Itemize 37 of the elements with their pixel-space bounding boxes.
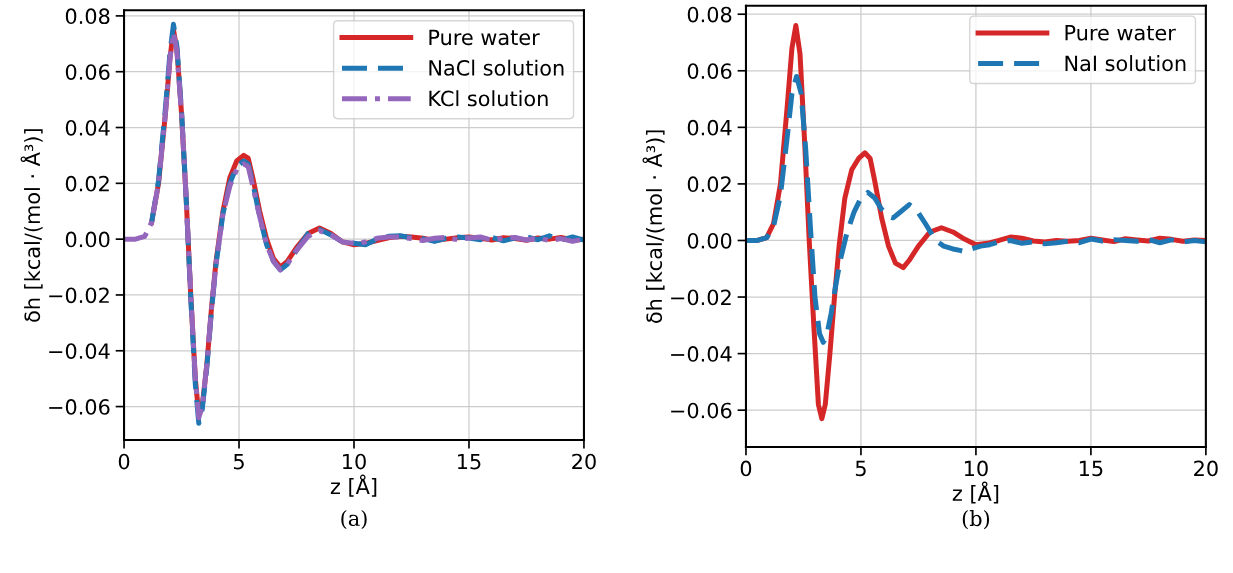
x-tick-label: 20 xyxy=(1194,460,1218,477)
y-tick-label: 0.04 xyxy=(687,119,732,136)
y-tick-label: −0.04 xyxy=(49,343,110,359)
y-tick-label: −0.06 xyxy=(49,399,110,415)
x-tick-label: 0 xyxy=(118,453,130,470)
x-tick-label: 15 xyxy=(1079,460,1103,477)
x-tick-label: 5 xyxy=(855,460,866,477)
legend-label: Pure water xyxy=(1065,25,1176,41)
y-tick-label: 0.08 xyxy=(65,8,110,25)
y-tick-label: 0.06 xyxy=(65,64,110,80)
legend-label: KCl solution xyxy=(429,90,548,107)
x-tick-label: 10 xyxy=(343,453,366,470)
legend-label: NaI solution xyxy=(1065,55,1186,72)
x-tick-label: 5 xyxy=(234,453,244,470)
y-tick-label: −0.02 xyxy=(49,287,109,304)
legend-label: Pure water xyxy=(429,29,540,46)
y-tick-label: −0.06 xyxy=(671,402,732,419)
y-axis-title: δh [kcal/(mol · Å³)] xyxy=(642,130,665,323)
y-tick-label: 0.08 xyxy=(687,6,732,23)
y-tick-label: 0.00 xyxy=(65,231,110,248)
text: (b) xyxy=(962,510,990,530)
y-tick-label: 0.04 xyxy=(65,119,110,136)
y-tick-label: 0.02 xyxy=(687,176,731,193)
x-tick-label: 20 xyxy=(572,453,596,470)
x-axis-title: z [Å] xyxy=(330,474,377,497)
x-tick-label: 15 xyxy=(458,453,481,470)
y-axis-title: δh [kcal/(mol · Å³)] xyxy=(20,129,43,322)
y-tick-label: −0.02 xyxy=(671,289,731,306)
y-tick-label: −0.04 xyxy=(671,346,732,362)
x-axis-title: z [Å] xyxy=(952,481,999,504)
y-tick-label: 0.06 xyxy=(687,63,732,79)
x-tick-label: 0 xyxy=(740,460,752,477)
y-tick-label: 0.00 xyxy=(687,232,732,249)
legend-label: NaCl solution xyxy=(429,59,564,76)
text: (a) xyxy=(341,509,367,529)
y-tick-label: 0.02 xyxy=(65,175,109,192)
x-tick-label: 10 xyxy=(964,460,988,477)
